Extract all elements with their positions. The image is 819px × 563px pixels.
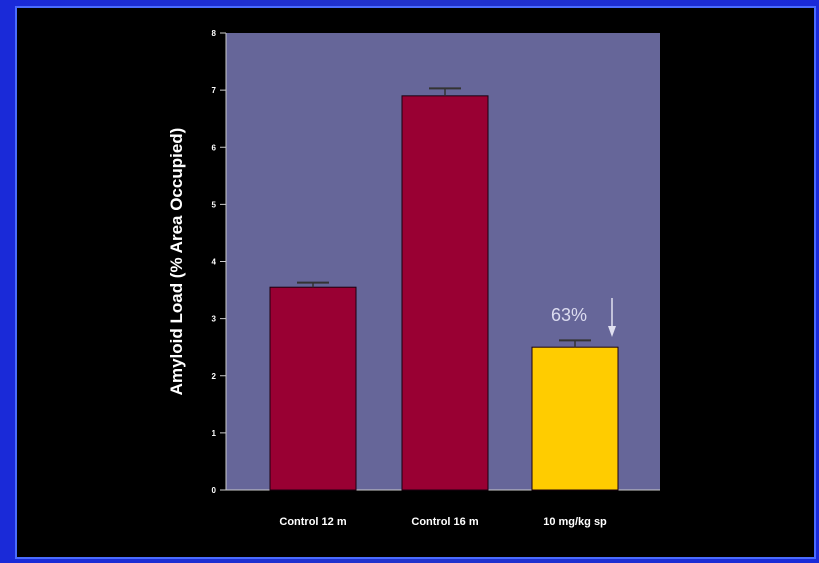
- x-category-label-1: Control 12 m: [279, 516, 346, 528]
- bar-1: [269, 286, 357, 491]
- y-tick-label: 8: [212, 29, 217, 38]
- bar-2: [401, 95, 489, 491]
- annotation-arrow-head: [608, 326, 616, 337]
- annotation-label: 63%: [551, 305, 587, 325]
- y-tick-label: 2: [212, 372, 217, 381]
- y-tick-label: 1: [212, 429, 217, 438]
- slide: 0 1 2 3 4 5 6 7 8 Amyloid Load (% Area Occupied) C…: [17, 8, 814, 557]
- y-tick-label: 6: [212, 143, 217, 152]
- y-tick-label: 5: [212, 200, 217, 209]
- x-category-label-3: 10 mg/kg sp: [543, 516, 607, 528]
- y-tick-label: 0: [212, 486, 217, 495]
- y-tick-label: 7: [212, 86, 217, 95]
- bar-3: [531, 346, 619, 491]
- y-axis-title: Amyloid Load (% Area Occupied): [167, 128, 186, 396]
- x-category-label-2: Control 16 m: [411, 516, 478, 528]
- y-tick-label: 3: [212, 315, 217, 324]
- bar-chart: 0 1 2 3 4 5 6 7 8 Amyloid Load (% Area Occupied) C…: [167, 29, 660, 528]
- y-tick-label: 4: [212, 258, 217, 267]
